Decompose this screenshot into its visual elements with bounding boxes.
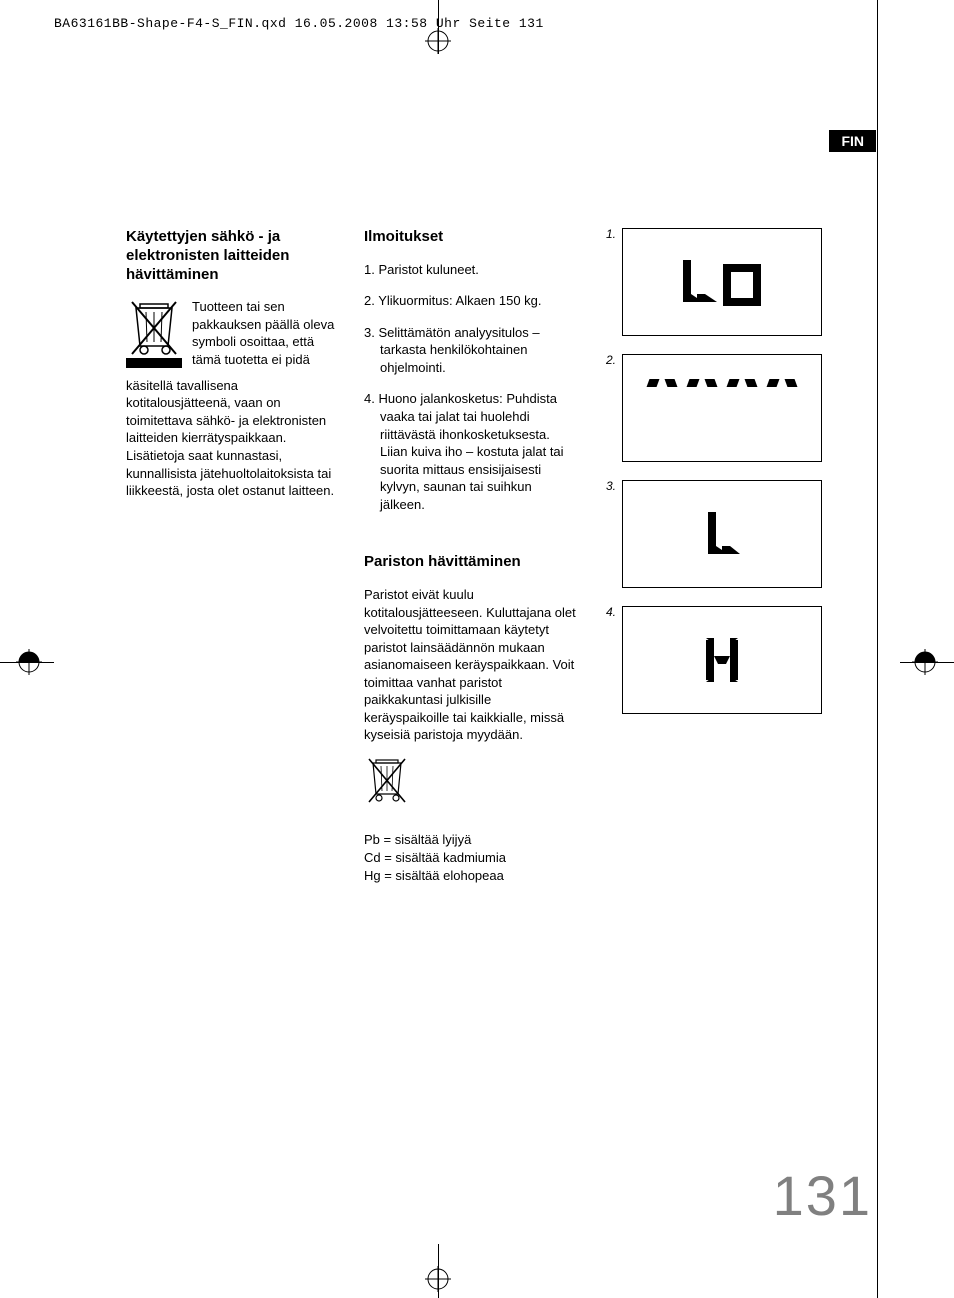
body-text: käsitellä tavallisena kotitalousjätteenä… <box>126 377 338 500</box>
display-number: 1. <box>602 226 616 242</box>
display-number: 3. <box>602 478 616 494</box>
heading-battery-disposal: Pariston hävittäminen <box>364 553 576 572</box>
display-box <box>622 606 822 714</box>
column-right: 1. 2. <box>602 228 842 885</box>
seg-l-icon <box>702 506 742 562</box>
heading-notifications: Ilmoitukset <box>364 228 576 247</box>
seg-lo-icon <box>677 254 767 310</box>
display-box <box>622 354 822 462</box>
legend-cd: Cd = sisältää kadmiumia <box>364 849 576 867</box>
registration-mark-icon <box>912 649 938 675</box>
seg-h-icon <box>702 638 742 682</box>
list-item: 1. Paristot kuluneet. <box>364 261 576 279</box>
display-box <box>622 480 822 588</box>
display-item: 3. <box>602 480 842 588</box>
display-box <box>622 228 822 336</box>
display-item: 2. <box>602 354 842 462</box>
page-number: 131 <box>773 1163 872 1228</box>
content-area: Käytettyjen sähkö - ja elektronisten lai… <box>126 228 856 885</box>
battery-disposal-text: Paristot eivät kuulu kotitalousjätteesee… <box>364 586 576 744</box>
display-item: 1. <box>602 228 842 336</box>
heading-disposal: Käytettyjen sähkö - ja elektronisten lai… <box>126 228 338 284</box>
language-badge: FIN <box>829 130 876 152</box>
intro-text: Tuotteen tai sen pakkauksen päällä oleva… <box>192 298 338 375</box>
legend-hg: Hg = sisältää elohopeaa <box>364 867 576 885</box>
display-number: 2. <box>602 352 616 368</box>
display-number: 4. <box>602 604 616 620</box>
legend-pb: Pb = sisältää lyijyä <box>364 831 576 849</box>
column-middle: Ilmoitukset 1. Paristot kuluneet. 2. Yli… <box>364 228 576 885</box>
column-left: Käytettyjen sähkö - ja elektronisten lai… <box>126 228 338 885</box>
list-item: 4. Huono jalankosketus: Puhdista vaaka t… <box>364 390 576 513</box>
display-item: 4. <box>602 606 842 714</box>
list-item: 2. Ylikuormitus: Alkaen 150 kg. <box>364 292 576 310</box>
weee-bin-icon <box>126 298 182 375</box>
seg-dashes-icon <box>648 355 796 461</box>
battery-bin-icon <box>364 756 576 817</box>
list-item: 3. Selittämätön analyysitulos – tarkasta… <box>364 324 576 377</box>
